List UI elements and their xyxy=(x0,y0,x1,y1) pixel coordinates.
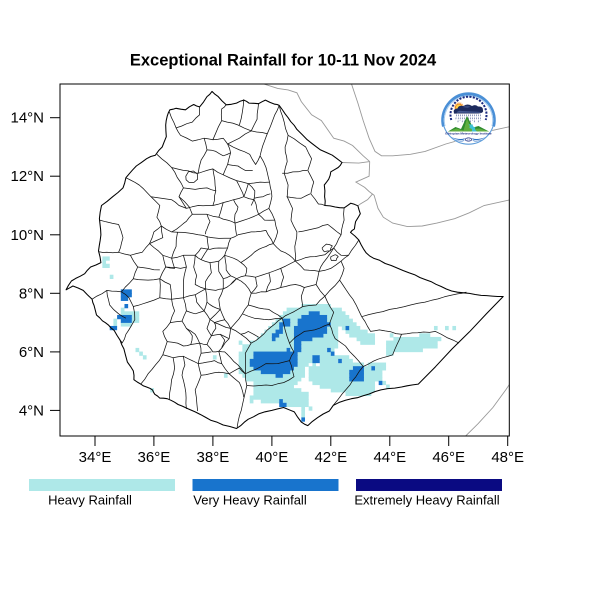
svg-text:34°E: 34°E xyxy=(79,449,112,466)
svg-text:10°N: 10°N xyxy=(10,227,44,244)
svg-text:12°N: 12°N xyxy=(10,168,44,185)
svg-text:8°N: 8°N xyxy=(19,285,44,302)
svg-text:19: 19 xyxy=(467,139,470,142)
svg-text:Ethiopian Meteorology Institut: Ethiopian Meteorology Institute xyxy=(445,132,492,136)
svg-text:6°N: 6°N xyxy=(19,344,44,361)
svg-text:36°E: 36°E xyxy=(138,449,171,466)
svg-text:38°E: 38°E xyxy=(197,449,230,466)
svg-text:48°E: 48°E xyxy=(491,449,524,466)
svg-text:40°E: 40°E xyxy=(256,449,289,466)
svg-text:Extremely Heavy Rainfall: Extremely Heavy Rainfall xyxy=(354,493,499,508)
svg-text:Exceptional Rainfall for 10-11: Exceptional Rainfall for 10-11 Nov 2024 xyxy=(130,52,437,70)
svg-text:Heavy Rainfall: Heavy Rainfall xyxy=(48,493,132,508)
svg-text:46°E: 46°E xyxy=(432,449,465,466)
svg-text:44°E: 44°E xyxy=(373,449,406,466)
svg-text:14°N: 14°N xyxy=(10,110,44,127)
svg-text:4°N: 4°N xyxy=(19,402,44,419)
svg-text:Very Heavy Rainfall: Very Heavy Rainfall xyxy=(193,493,307,508)
svg-text:42°E: 42°E xyxy=(314,449,347,466)
